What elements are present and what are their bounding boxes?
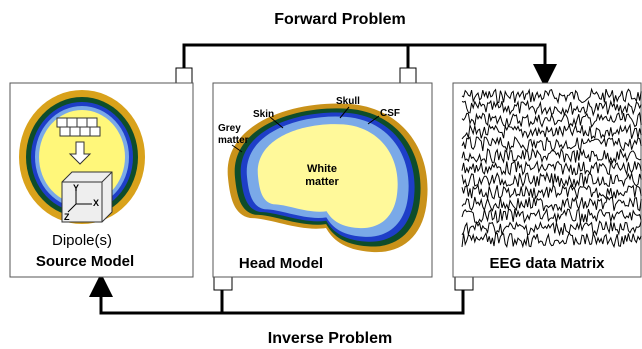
grey-label: matter <box>218 135 249 146</box>
inverse-label: Inverse Problem <box>268 330 393 347</box>
axis-label: Z <box>64 212 70 222</box>
source-title: Source Model <box>36 253 134 270</box>
source-caption: Dipole(s) <box>52 232 112 249</box>
white-label: White <box>307 163 337 175</box>
white-label: matter <box>305 176 339 188</box>
axis-label: X <box>93 198 99 208</box>
source-model-figure <box>19 90 145 224</box>
eeg-title: EEG data Matrix <box>489 255 605 272</box>
skin-label: Skin <box>253 109 274 120</box>
diagram: Forward Problem Inverse Problem Y X Z Di… <box>0 0 642 349</box>
csf-label: CSF <box>380 108 400 119</box>
grey-label: Grey <box>218 123 241 134</box>
forward-label: Forward Problem <box>274 11 406 28</box>
axis-label: Y <box>73 183 79 193</box>
skull-label: Skull <box>336 96 360 107</box>
head-title: Head Model <box>239 255 323 272</box>
